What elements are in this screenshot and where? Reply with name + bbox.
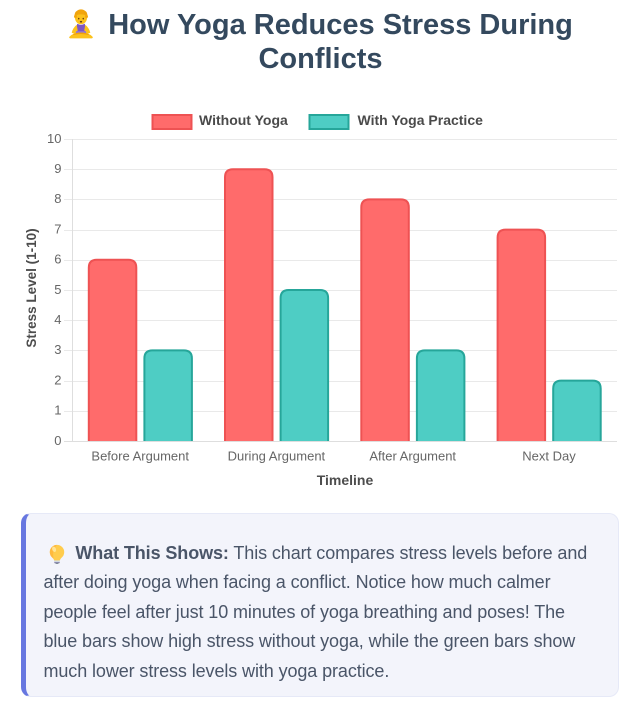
svg-text:8: 8 [54,191,61,206]
svg-text:1: 1 [54,403,61,418]
svg-text:Next Day: Next Day [522,449,576,464]
svg-text:9: 9 [54,161,61,176]
svg-text:Timeline: Timeline [317,472,374,488]
svg-text:After Argument: After Argument [369,449,456,464]
svg-text:4: 4 [54,312,61,327]
svg-text:5: 5 [54,282,61,297]
svg-text:During Argument: During Argument [228,449,326,464]
svg-text:3: 3 [54,342,61,357]
svg-text:10: 10 [47,131,61,146]
svg-text:Before Argument: Before Argument [91,449,189,464]
svg-text:Without Yoga: Without Yoga [199,112,288,128]
svg-text:2: 2 [54,372,61,387]
svg-text:0: 0 [54,433,61,448]
svg-text:7: 7 [54,221,61,236]
svg-text:Stress Level (1-10): Stress Level (1-10) [24,228,39,347]
svg-text:6: 6 [54,252,61,267]
svg-text:With Yoga Practice: With Yoga Practice [358,112,484,128]
